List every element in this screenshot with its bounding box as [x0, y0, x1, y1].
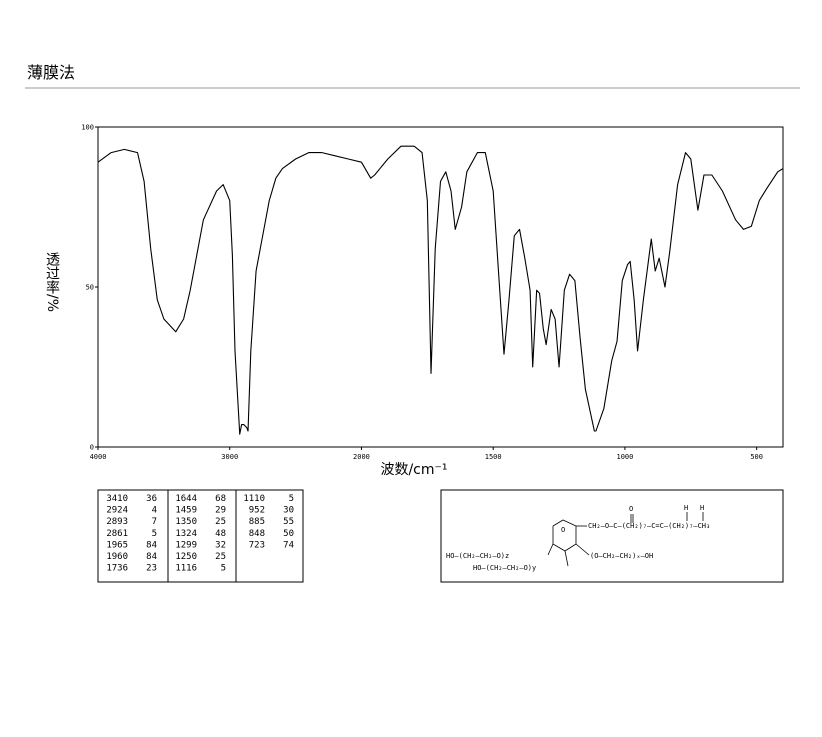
chem-label: HO—(CH₂—CH₂—O)z: [446, 552, 509, 560]
peak-transmittance: 5: [152, 529, 157, 539]
peak-wavenumber: 1299: [175, 540, 197, 550]
peak-transmittance: 4: [152, 506, 157, 516]
peak-transmittance: 74: [283, 540, 294, 550]
peak-wavenumber: 2893: [106, 517, 128, 527]
peak-transmittance: 48: [215, 529, 226, 539]
x-axis-label: 波数/cm⁻¹: [380, 462, 447, 478]
peak-wavenumber: 885: [249, 517, 265, 527]
structure-frame: [440, 489, 784, 583]
chem-label: H: [700, 504, 704, 512]
peak-transmittance: 32: [215, 540, 226, 550]
peak-transmittance: 7: [152, 517, 157, 527]
y-tick-label: 100: [81, 124, 94, 132]
peak-transmittance: 5: [289, 494, 294, 504]
peak-transmittance: 84: [146, 552, 157, 562]
peak-transmittance: 30: [283, 506, 294, 516]
spectrum-line: [97, 145, 784, 435]
peak-transmittance: 25: [215, 552, 226, 562]
x-tick-label: 1500: [485, 453, 502, 461]
x-tick-label: 3000: [221, 453, 238, 461]
structure: O CH₂—O—C—(CH₂)₇—C=C—(CH₂)₇—CH₃ O H H (O…: [440, 489, 784, 583]
peak-wavenumber: 848: [249, 529, 265, 539]
peak-wavenumber: 1116: [175, 564, 197, 574]
x-tick-label: 500: [750, 453, 763, 461]
y-tick-label: 50: [86, 284, 94, 292]
peak-transmittance: 29: [215, 506, 226, 516]
y-axis-label: 透过率/%: [44, 252, 60, 312]
peak-wavenumber: 1736: [106, 564, 128, 574]
chem-label: O: [629, 505, 633, 513]
x-tick-label: 1000: [616, 453, 633, 461]
bond: [547, 543, 554, 556]
peak-wavenumber: 952: [249, 506, 265, 516]
peak-wavenumber: 1459: [175, 506, 197, 516]
peak-transmittance: 68: [215, 494, 226, 504]
peak-transmittance: 55: [283, 517, 294, 527]
chem-label: O: [561, 526, 565, 534]
chem-label: CH₂—O—C—(CH₂)₇—C=C—(CH₂)₇—CH₃: [588, 522, 710, 530]
peak-transmittance: 36: [146, 494, 157, 504]
chem-label: (O—CH₂—CH₂)ₓ—OH: [590, 552, 653, 560]
peak-transmittance: 84: [146, 540, 157, 550]
bond: [564, 550, 569, 567]
peak-table-frame: [97, 489, 304, 583]
x-tick-label: 4000: [90, 453, 107, 461]
peak-wavenumber: 1350: [175, 517, 197, 527]
page-title: 薄膜法: [27, 63, 75, 82]
peak-transmittance: 25: [215, 517, 226, 527]
chem-label: H: [684, 504, 688, 512]
peak-wavenumber: 1110: [243, 494, 265, 504]
peak-transmittance: 5: [221, 564, 226, 574]
peak-wavenumber: 1644: [175, 494, 197, 504]
y-tick-label: 0: [90, 444, 94, 452]
peak-transmittance: 50: [283, 529, 294, 539]
peak-wavenumber: 1250: [175, 552, 197, 562]
chem-label: HO—(CH₂—CH₂—O)y: [473, 564, 536, 572]
peak-wavenumber: 2861: [106, 529, 128, 539]
peak-transmittance: 23: [146, 564, 157, 574]
peak-wavenumber: 723: [249, 540, 265, 550]
ring: [552, 519, 577, 552]
peak-wavenumber: 1965: [106, 540, 128, 550]
peak-wavenumber: 2924: [106, 506, 128, 516]
x-tick-label: 2000: [353, 453, 370, 461]
bond: [575, 543, 590, 556]
peak-wavenumber: 1960: [106, 552, 128, 562]
peak-wavenumber: 3410: [106, 494, 128, 504]
peak-wavenumber: 1324: [175, 529, 197, 539]
